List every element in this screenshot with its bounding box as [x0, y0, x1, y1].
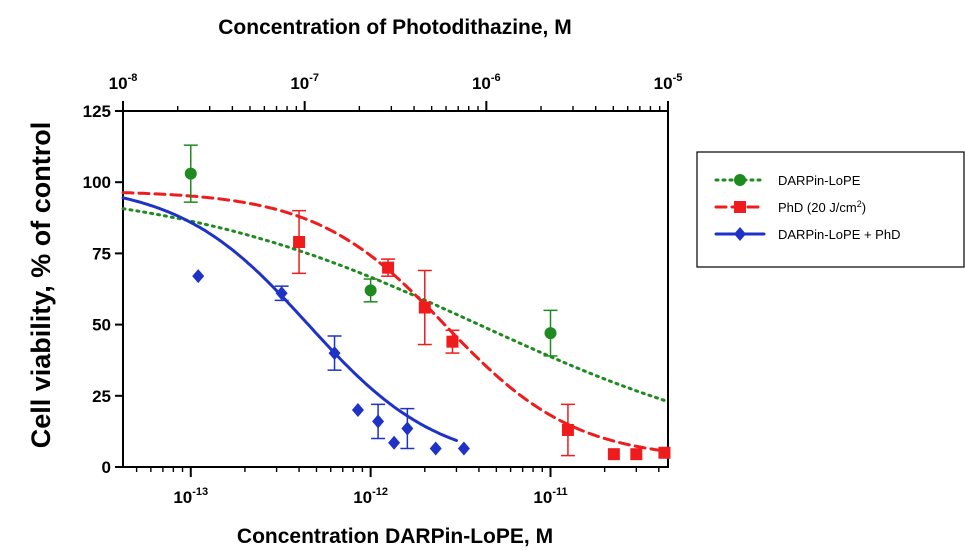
- plot-frame: [122, 110, 669, 468]
- legend-label-0: DARPin-LoPE: [778, 173, 861, 188]
- axis-ticks: 0 25 50 75 100 125 10-13 10-12 10-11 10-8 10-7 10-6…: [83, 72, 683, 507]
- x2-tick-label: 10-5: [654, 72, 683, 93]
- legend-label-1: PhD (20 J/cm2): [778, 199, 866, 215]
- data-point-0: [364, 284, 377, 297]
- x-tick-label: 10-11: [533, 486, 567, 507]
- data-markers: [184, 167, 671, 461]
- data-point-2: [192, 269, 205, 284]
- legend-marker-1: [734, 201, 746, 213]
- fit-curves: [121, 191, 670, 453]
- data-point-2: [388, 435, 401, 450]
- data-point-2: [401, 421, 414, 436]
- legend-marker-0: [734, 174, 746, 186]
- legend-marker-2: [734, 227, 746, 241]
- data-point-2: [351, 403, 364, 418]
- data-point-1: [630, 448, 643, 461]
- x-axis-title: Concentration DARPin-LoPE, M: [237, 525, 553, 548]
- y-tick-label: 50: [92, 316, 111, 335]
- y-axis-title: Cell viability, % of control: [26, 122, 56, 449]
- y-tick-label: 75: [92, 244, 111, 263]
- x2-axis-title: Concentration of Photodithazine, M: [218, 16, 571, 39]
- data-point-1: [446, 335, 459, 348]
- data-point-2: [275, 286, 288, 301]
- data-point-0: [184, 167, 197, 180]
- fit-curve-2: [121, 196, 458, 442]
- x2-tick-label: 10-6: [472, 72, 501, 93]
- y-tick-label: 0: [102, 458, 111, 477]
- data-point-2: [328, 346, 341, 361]
- x2-tick-label: 10-7: [290, 72, 319, 93]
- x-tick-label: 10-12: [353, 486, 388, 507]
- x-tick-label: 10-13: [173, 486, 208, 507]
- error-bars: [183, 144, 575, 457]
- data-point-2: [457, 441, 470, 456]
- y-tick-label: 125: [83, 102, 111, 121]
- data-point-1: [561, 423, 574, 436]
- y-tick-label: 100: [83, 173, 111, 192]
- data-point-1: [418, 301, 431, 314]
- y-tick-label: 25: [92, 387, 111, 406]
- data-point-1: [293, 236, 306, 249]
- data-point-2: [372, 414, 385, 429]
- data-point-0: [544, 327, 557, 340]
- data-point-1: [607, 448, 620, 461]
- plot-border: [122, 110, 669, 468]
- data-point-1: [658, 446, 671, 459]
- fit-curve-0: [121, 207, 670, 404]
- legend-label-2: DARPin-LoPE + PhD: [778, 227, 900, 242]
- fit-curve-1: [121, 191, 670, 453]
- x2-tick-label: 10-8: [109, 72, 138, 93]
- legend: DARPin-LoPE PhD (20 J/cm2) DARPin-LoPE + P…: [696, 151, 965, 268]
- data-point-2: [429, 441, 442, 456]
- data-point-1: [382, 261, 395, 274]
